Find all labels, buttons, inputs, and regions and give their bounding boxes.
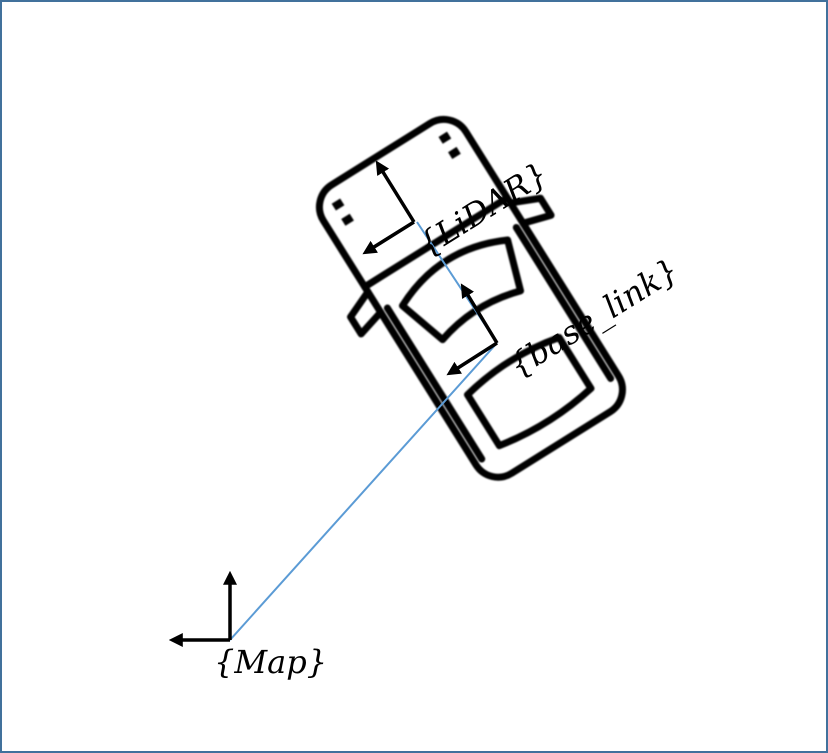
lidar-frame-axes — [362, 160, 416, 255]
headlight-left — [331, 198, 345, 211]
headlight-left-2 — [341, 213, 354, 226]
headlight-right-2 — [448, 146, 461, 160]
base-link-x-axis-arrow — [460, 283, 499, 344]
base-link-frame-axes — [446, 283, 499, 376]
base-link-frame-label: {base_link} — [502, 251, 685, 385]
windshield — [398, 236, 525, 344]
mirror-right — [506, 194, 555, 227]
lidar-y-axis-arrow — [362, 220, 415, 255]
headlight-right — [438, 131, 452, 144]
lidar-x-axis-arrow — [375, 160, 416, 223]
mirror-left — [347, 288, 385, 338]
pillar-left — [383, 304, 486, 463]
car-hood-line — [361, 194, 511, 291]
map-frame-label: {Map} — [214, 643, 327, 681]
car-body — [315, 115, 626, 481]
map-frame-axes — [168, 570, 237, 647]
base-link-y-axis-arrow — [446, 341, 498, 376]
map-to-base-link-line — [229, 342, 498, 641]
car-top-view-icon — [315, 115, 626, 481]
pillar-right — [512, 224, 615, 382]
rear-window — [464, 334, 595, 450]
